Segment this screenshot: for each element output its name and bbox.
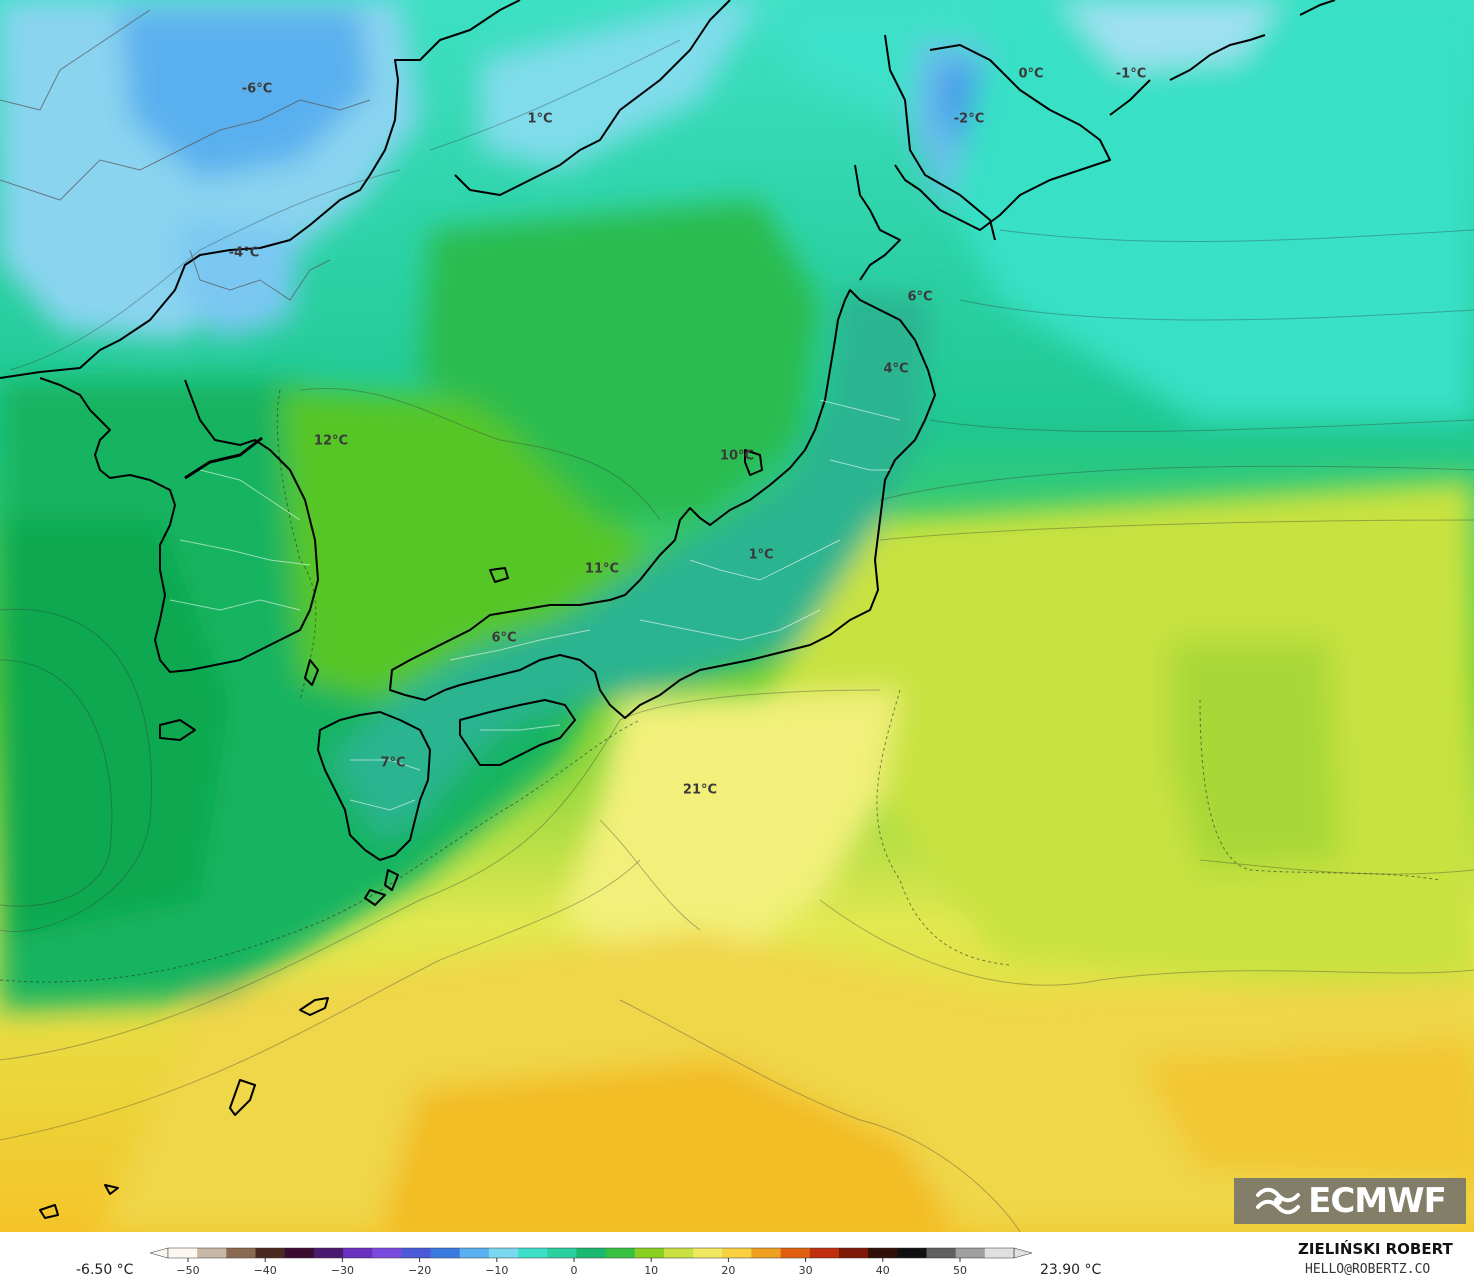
colorbar-cell bbox=[751, 1248, 782, 1258]
colorbar-cell bbox=[401, 1248, 432, 1258]
colorbar-cell bbox=[226, 1248, 257, 1258]
colorbar-cell bbox=[372, 1248, 402, 1258]
colorbar-tick-label: 20 bbox=[721, 1264, 735, 1277]
temp-label: 7°C bbox=[380, 755, 406, 771]
temp-label: 0°C bbox=[1018, 66, 1044, 82]
temp-label: 11°C bbox=[584, 561, 620, 577]
temp-label: -1°C bbox=[1115, 66, 1147, 82]
credit-author: ZIELIŃSKI ROBERT bbox=[1298, 1240, 1453, 1258]
colorbar-cell bbox=[284, 1248, 315, 1258]
colorbar-tick-label: 0 bbox=[571, 1264, 578, 1277]
colorbar-tick-label: 40 bbox=[876, 1264, 890, 1277]
region-boundaries bbox=[169, 399, 901, 811]
colorbar-cell bbox=[722, 1248, 752, 1258]
ecmwf-logo: ECMWF bbox=[1234, 1178, 1466, 1224]
colorbar-tick-label: −30 bbox=[331, 1264, 354, 1277]
temp-label: 10°C bbox=[719, 448, 755, 464]
temp-label: 6°C bbox=[907, 289, 933, 305]
colorbar-cell bbox=[693, 1248, 723, 1258]
temp-label: -4°C bbox=[228, 245, 260, 261]
temperature-fields bbox=[0, 0, 1474, 1232]
colorbar-cell bbox=[780, 1248, 811, 1258]
colorbar-tick-label: 50 bbox=[953, 1264, 967, 1277]
country-borders bbox=[0, 9, 371, 301]
colorbar-cell bbox=[634, 1248, 665, 1258]
colorbar-cell bbox=[809, 1248, 840, 1258]
colorbar-cell bbox=[984, 1248, 1015, 1258]
colorbar-cell bbox=[343, 1248, 373, 1258]
colorbar: −50 −40 −30 −20 −10 0 10 20 30 40 50 bbox=[149, 1247, 1033, 1277]
colorbar-cell bbox=[838, 1248, 869, 1258]
colorbar-cell bbox=[518, 1248, 548, 1258]
temp-label: 1°C bbox=[748, 547, 774, 563]
ecmwf-logo-icon bbox=[1256, 1187, 1301, 1215]
colorbar-cell bbox=[430, 1248, 461, 1258]
dashed-contours bbox=[0, 389, 1441, 983]
colorbar-cell bbox=[955, 1248, 986, 1258]
temp-label: 4°C bbox=[883, 361, 909, 377]
colorbar-tick-label: 10 bbox=[644, 1264, 658, 1277]
colorbar-cells bbox=[149, 1247, 1033, 1259]
colorbar-tick-label: 30 bbox=[799, 1264, 813, 1277]
colorbar-max-arrow bbox=[1013, 1247, 1033, 1259]
colorbar-cell bbox=[576, 1248, 607, 1258]
colorbar-cell bbox=[313, 1248, 344, 1258]
legend-min-value: -6.50 °C bbox=[76, 1262, 134, 1278]
colorbar-tick-label: −40 bbox=[254, 1264, 277, 1277]
colorbar-cell bbox=[459, 1248, 490, 1258]
colorbar-tick-label: −50 bbox=[176, 1264, 199, 1277]
colorbar-border bbox=[167, 1247, 1015, 1259]
contour-lines bbox=[0, 39, 1474, 1232]
colorbar-tick-label: −20 bbox=[408, 1264, 431, 1277]
legend-bar bbox=[0, 1232, 1474, 1287]
temp-label: 1°C bbox=[527, 111, 553, 127]
temperature-map: -6°C 1°C 0°C -1°C -2°C -4°C 6°C 4°C 12°C… bbox=[0, 0, 1474, 1232]
colorbar-min-arrow bbox=[149, 1247, 169, 1259]
legend-max-value: 23.90 °C bbox=[1040, 1262, 1102, 1278]
temp-label: 12°C bbox=[313, 433, 349, 449]
colorbar-cell bbox=[605, 1248, 636, 1258]
ecmwf-logo-text: ECMWF bbox=[1308, 1181, 1447, 1221]
temp-label: -2°C bbox=[953, 111, 985, 127]
colorbar-cell bbox=[488, 1248, 519, 1258]
colorbar-cell bbox=[897, 1248, 927, 1258]
credit-email: HELLO@ROBERTZ.CO bbox=[1305, 1262, 1431, 1277]
colorbar-cell bbox=[663, 1248, 694, 1258]
map-canvas bbox=[0, 0, 1474, 1232]
temp-label: 6°C bbox=[491, 630, 517, 646]
colorbar-cell bbox=[868, 1248, 898, 1258]
temp-label: 21°C bbox=[682, 782, 718, 798]
colorbar-cell bbox=[255, 1248, 286, 1258]
colorbar-cell bbox=[926, 1248, 957, 1258]
colorbar-cell bbox=[168, 1248, 198, 1258]
dmz-line bbox=[184, 436, 263, 480]
temp-label: -6°C bbox=[241, 81, 273, 97]
coastlines bbox=[0, 0, 1336, 1219]
colorbar-cell bbox=[547, 1248, 577, 1258]
colorbar-cell bbox=[197, 1248, 227, 1258]
colorbar-tick-label: −10 bbox=[485, 1264, 508, 1277]
colorbar-ticks: −50 −40 −30 −20 −10 0 10 20 30 40 50 bbox=[176, 1258, 967, 1277]
